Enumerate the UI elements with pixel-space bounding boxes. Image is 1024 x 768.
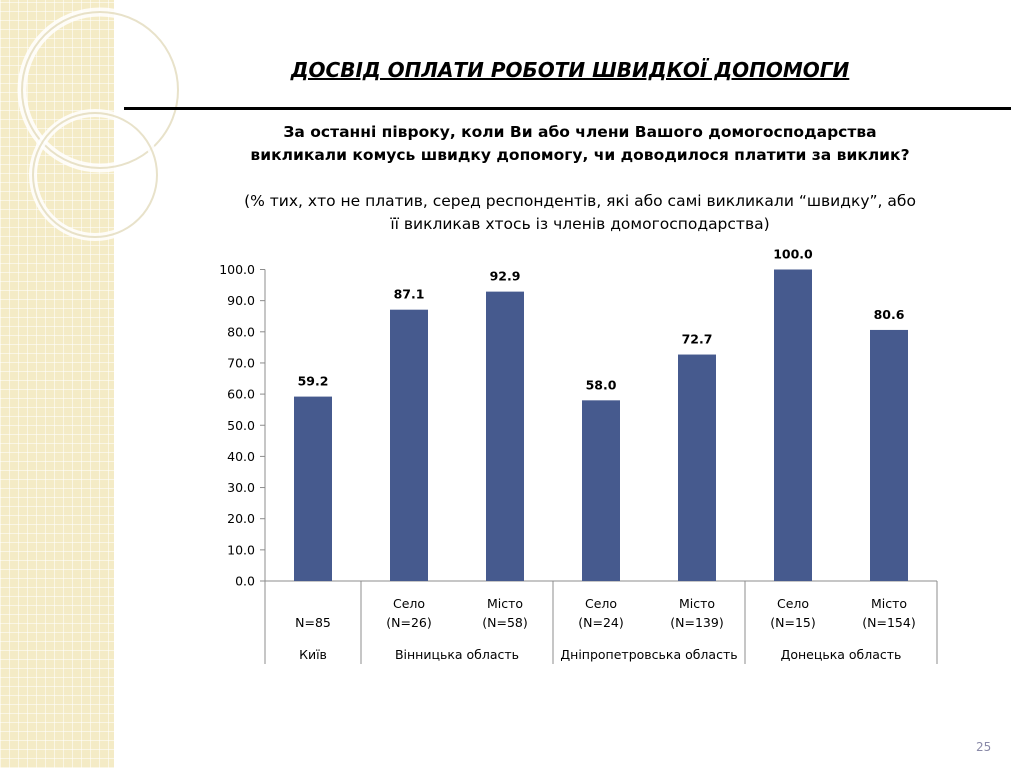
category-sub-label: Місто	[679, 596, 715, 611]
group-label: Дніпропетровська область	[560, 647, 737, 662]
category-sub-label: Село	[393, 596, 425, 611]
bar	[774, 269, 812, 581]
y-tick-label: 40.0	[227, 449, 255, 464]
y-tick-label: 90.0	[227, 293, 255, 308]
y-tick-label: 80.0	[227, 324, 255, 339]
y-tick-label: 50.0	[227, 418, 255, 433]
page-number: 25	[976, 740, 992, 754]
y-tick-label: 70.0	[227, 355, 255, 370]
category-n-label: (N=26)	[386, 615, 431, 630]
bar	[870, 329, 908, 581]
data-label: 92.9	[490, 269, 521, 284]
group-label: Донецька область	[781, 647, 902, 662]
y-tick-label: 100.0	[219, 262, 255, 277]
y-tick-label: 10.0	[227, 542, 255, 557]
decorative-circles	[17, 7, 183, 241]
bar	[678, 354, 716, 581]
category-sub-label: Місто	[487, 596, 523, 611]
category-n-label: N=85	[295, 615, 331, 630]
category-sub-label: Село	[777, 596, 809, 611]
y-tick-label: 20.0	[227, 511, 255, 526]
data-label: 72.7	[682, 332, 713, 347]
survey-note: (% тих, хто не платив, серед респонденті…	[244, 192, 916, 233]
category-n-label: (N=24)	[578, 615, 623, 630]
group-label: Вінницька область	[395, 647, 519, 662]
data-label: 59.2	[298, 374, 329, 389]
category-sub-label: Село	[585, 596, 617, 611]
data-label: 87.1	[394, 287, 425, 302]
bar	[390, 309, 428, 581]
y-tick-label: 30.0	[227, 480, 255, 495]
category-n-label: (N=15)	[770, 615, 815, 630]
category-n-label: (N=154)	[862, 615, 915, 630]
bar	[582, 400, 620, 581]
data-label: 80.6	[874, 307, 905, 322]
bar	[486, 291, 524, 581]
slide-title: ДОСВІД ОПЛАТИ РОБОТИ ШВИДКОЇ ДОПОМОГИ	[290, 58, 850, 82]
category-sub-label: Місто	[871, 596, 907, 611]
bar	[294, 396, 332, 581]
data-label: 100.0	[773, 247, 813, 262]
y-tick-label: 0.0	[235, 574, 255, 589]
group-label: Київ	[299, 647, 327, 662]
title-divider	[124, 107, 1011, 110]
survey-question: За останні півроку, коли Ви або члени Ва…	[250, 123, 910, 164]
category-n-label: (N=58)	[482, 615, 527, 630]
category-n-label: (N=139)	[670, 615, 723, 630]
data-label: 58.0	[586, 377, 617, 392]
y-tick-label: 60.0	[227, 387, 255, 402]
